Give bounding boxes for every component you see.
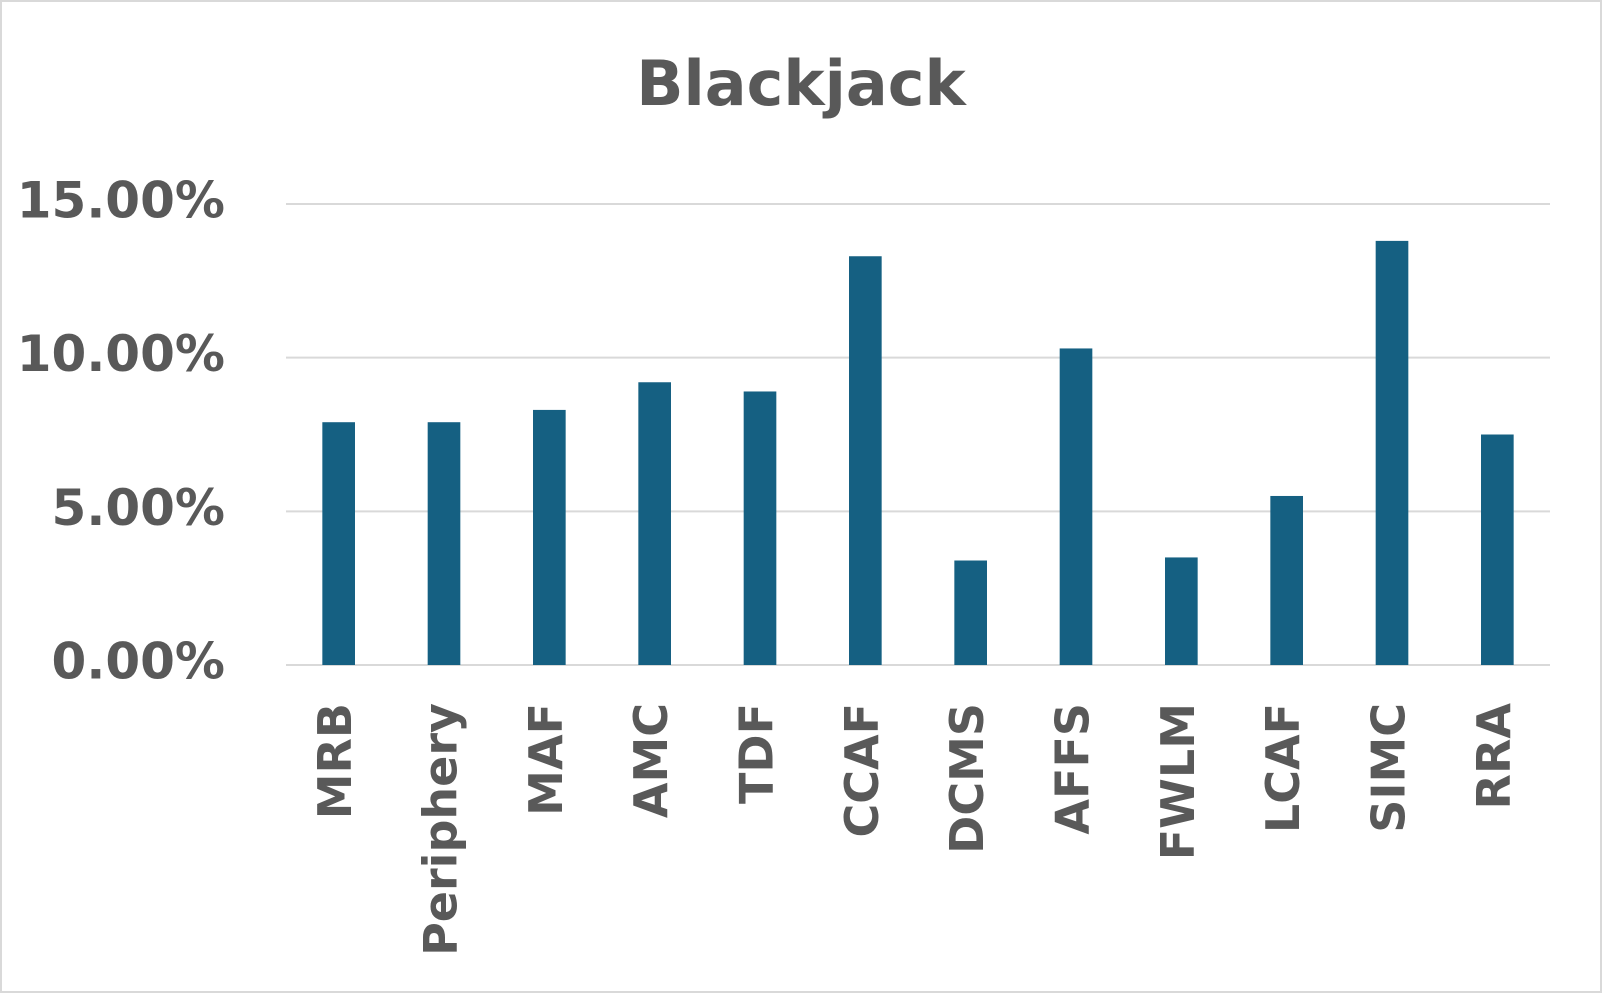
x-tick-label: DCMS	[940, 703, 994, 854]
bar	[1375, 240, 1409, 665]
x-tick-label: SIMC	[1362, 703, 1416, 833]
x-tick-label: MRB	[308, 703, 362, 819]
x-tick-label: TDF	[730, 703, 784, 804]
bar	[849, 256, 882, 665]
bar	[638, 382, 671, 665]
bar	[743, 391, 777, 665]
bar	[1481, 434, 1514, 665]
bar	[427, 422, 461, 665]
x-tick-label: FWLM	[1151, 703, 1205, 860]
y-tick-label: 5.00%	[52, 479, 225, 537]
chart-title: Blackjack	[636, 47, 967, 120]
y-tick-label: 15.00%	[17, 172, 225, 230]
x-tick-label: LCAF	[1256, 703, 1310, 833]
bar	[322, 422, 355, 665]
bar	[533, 409, 566, 665]
x-tick-label: AMC	[624, 703, 678, 818]
y-tick-label: 10.00%	[17, 325, 225, 383]
x-tick-label: Periphery	[414, 703, 468, 956]
bar	[954, 560, 987, 665]
y-tick-label: 0.00%	[52, 633, 225, 691]
x-tick-label: RRA	[1467, 703, 1521, 810]
x-tick-label: CCAF	[835, 703, 889, 838]
bar	[1165, 557, 1198, 665]
bar	[1059, 348, 1093, 665]
bar	[1270, 495, 1303, 665]
x-tick-label: AFFS	[1046, 703, 1100, 835]
x-tick-label: MAF	[519, 703, 573, 816]
